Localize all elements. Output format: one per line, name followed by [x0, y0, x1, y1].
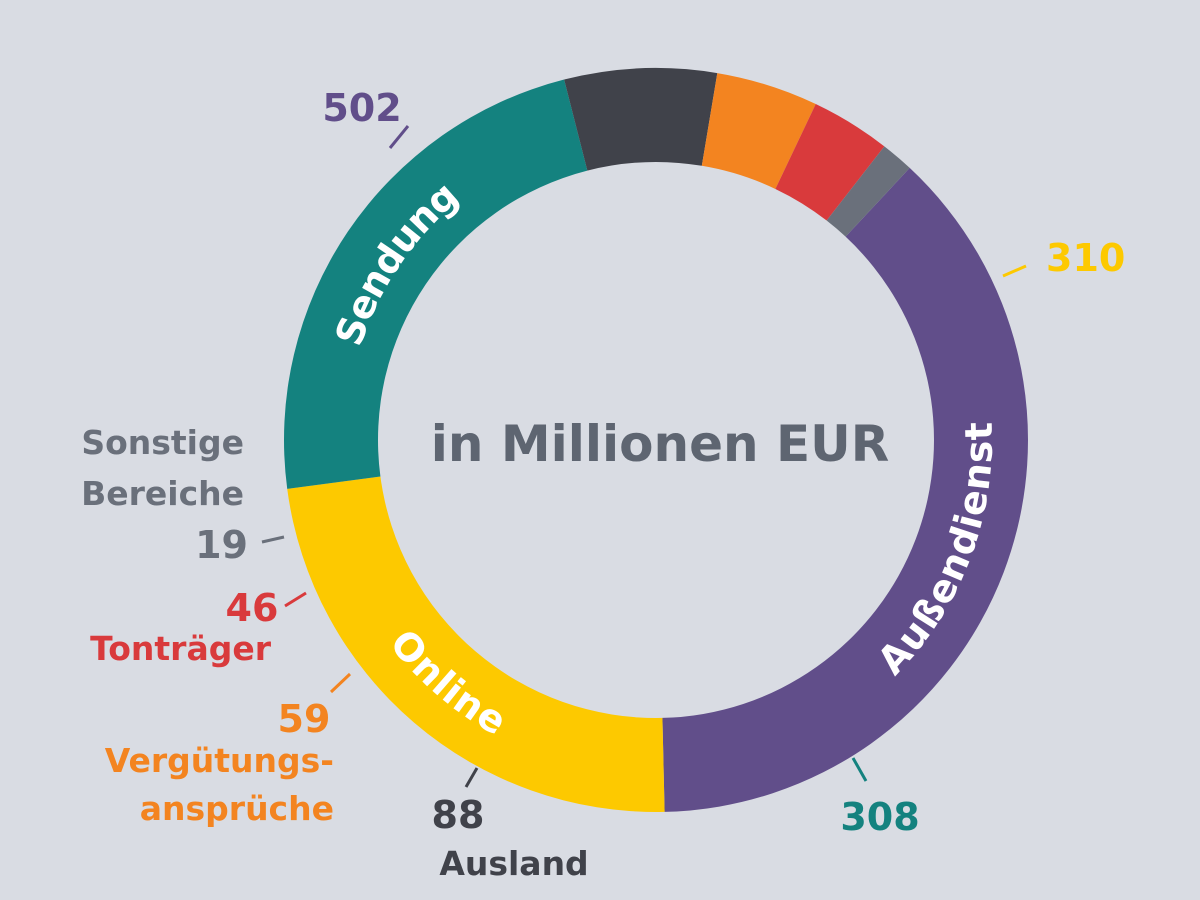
segment-aussendienst	[662, 167, 1028, 812]
category-label-tontraeger: Tonträger	[90, 629, 272, 668]
leader-line-aussendienst	[388, 125, 410, 149]
leader-line-sonstige-bereiche	[261, 535, 285, 544]
segment-tontraeger	[775, 104, 885, 221]
value-label-online: 310	[1046, 236, 1125, 280]
leader-line-verguetungsansprueche	[329, 672, 352, 694]
segment-ausland	[564, 68, 718, 171]
leader-line-ausland	[464, 767, 479, 788]
leader-line-online	[1002, 264, 1027, 278]
category-label-ausland: Ausland	[439, 844, 588, 883]
category-label-sonstige-bereiche: Bereiche	[81, 474, 244, 513]
callouts: 502 310 308 88 Ausland 59Vergütungs-ansprüche…	[81, 86, 1125, 883]
category-label-verguetungsansprueche: Vergütungs-	[105, 741, 334, 780]
category-label-sonstige-bereiche: Sonstige	[81, 423, 244, 462]
segment-verguetungsansprueche	[701, 73, 816, 189]
leader-line-sendung	[851, 757, 868, 782]
donut-ring	[284, 68, 1028, 813]
leader-line-tontraeger	[284, 591, 307, 608]
segment-sendung	[284, 79, 588, 489]
segment-sonstige-bereiche	[826, 146, 910, 237]
value-label-tontraeger: 46	[226, 586, 279, 630]
segment-online	[287, 476, 665, 813]
category-label-verguetungsansprueche: ansprüche	[140, 789, 334, 828]
value-label-ausland: 88	[432, 793, 485, 837]
value-label-sendung: 308	[840, 795, 919, 839]
value-label-aussendienst: 502	[322, 86, 401, 130]
value-label-sonstige-bereiche: 19	[195, 523, 248, 567]
value-label-verguetungsansprueche: 59	[278, 697, 331, 741]
center-title: in Millionen EUR	[431, 415, 890, 473]
